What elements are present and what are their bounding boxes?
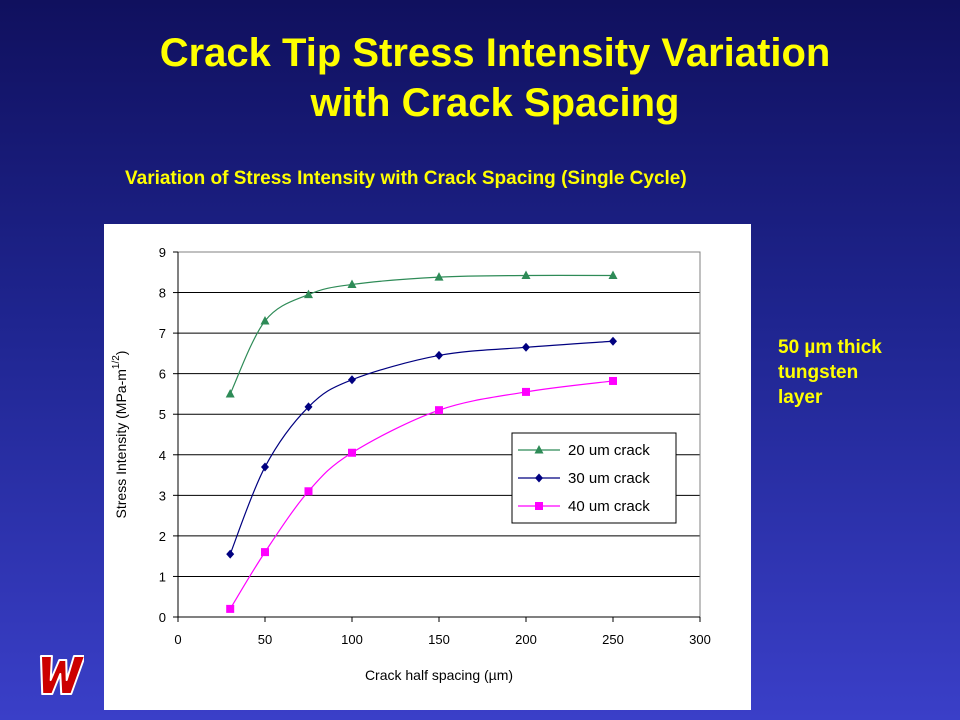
side-note-line-2: tungsten (778, 362, 859, 383)
series-1-point-75 (304, 289, 313, 299)
series-1-point-150 (434, 272, 444, 281)
series-2-point-75 (304, 402, 313, 412)
y-tick-label-8: 8 (159, 286, 166, 301)
series-2-point-100 (348, 375, 356, 385)
x-tick-label-50: 50 (258, 632, 272, 647)
y-axis-label-main: Stress Intensity (MPa-m (113, 369, 129, 518)
series-3-point-30 (226, 604, 235, 613)
x-tick-label-300: 300 (689, 632, 711, 647)
y-tick-label-6: 6 (159, 367, 166, 382)
legend: 20 um crack 30 um crack 40 um crack (511, 432, 677, 524)
legend-marker-3 (535, 502, 543, 510)
series-3-point-250 (609, 376, 617, 385)
tick-labels: 0 1 2 3 4 5 6 7 8 9 0 50 100 150 200 250 300 (159, 245, 711, 647)
series-1-point-100 (347, 279, 357, 288)
series-1-point-50 (260, 315, 270, 325)
side-note-line-3: layer (778, 387, 823, 408)
y-tick-label-5: 5 (159, 407, 166, 422)
series-2-point-250 (609, 336, 617, 346)
chart-panel: 0 1 2 3 4 5 6 7 8 9 0 50 100 150 200 250 300 Crack half … (104, 224, 751, 710)
side-note: 50 µm thick tungsten layer (778, 335, 882, 410)
x-tick-label-150: 150 (428, 632, 450, 647)
y-tick-label-9: 9 (159, 245, 166, 260)
grid-layer (178, 251, 700, 577)
series-2-point-30 (226, 549, 235, 559)
series-3 (226, 376, 617, 613)
y-tick-label-1: 1 (159, 569, 166, 584)
series-layer (225, 270, 618, 613)
series-3-point-100 (348, 448, 356, 457)
slide-title-line-2: with Crack Spacing (310, 81, 680, 125)
series-1-point-250 (608, 270, 618, 280)
series-1-point-200 (521, 270, 531, 280)
y-tick-label-0: 0 (159, 610, 166, 625)
series-3-point-150 (435, 406, 443, 415)
legend-label-3: 40 um crack (568, 498, 650, 515)
chart-heading: Variation of Stress Intensity with Crack… (125, 168, 687, 189)
x-tick-label-100: 100 (341, 632, 363, 647)
legend-label-2: 30 um crack (568, 470, 650, 487)
series-3-point-200 (522, 387, 530, 396)
slide-title-line-1: Crack Tip Stress Intensity Variation (159, 31, 831, 75)
x-tick-label-0: 0 (174, 632, 181, 647)
series-1-point-30 (225, 388, 235, 398)
y-tick-label-7: 7 (159, 326, 166, 341)
series-2-point-150 (435, 350, 443, 360)
x-axis-label: Crack half spacing (µm) (365, 667, 513, 683)
y-axis-label-end: ) (113, 351, 129, 356)
slide-title: Crack Tip Stress Intensity Variation wit… (0, 28, 960, 128)
svg-text:Stress Intensity (MPa-m1/2): Stress Intensity (MPa-m1/2) (111, 351, 129, 519)
series-1 (225, 270, 618, 398)
legend-marker-2 (535, 473, 543, 483)
series-2-point-50 (261, 462, 269, 472)
stress-intensity-chart: 0 1 2 3 4 5 6 7 8 9 0 50 100 150 200 250 300 Crack half … (111, 245, 711, 683)
series-2-point-200 (522, 342, 530, 352)
legend-marker-1 (534, 445, 544, 454)
y-tick-label-2: 2 (159, 529, 166, 544)
x-tick-label-250: 250 (602, 632, 624, 647)
legend-label-1: 20 um crack (568, 442, 650, 459)
university-logo (39, 655, 84, 695)
series-3-point-75 (304, 487, 313, 496)
y-axis-label-sup: 1/2 (111, 355, 122, 369)
x-tick-label-200: 200 (515, 632, 537, 647)
y-tick-label-4: 4 (159, 448, 166, 463)
side-note-line-1: 50 µm thick (778, 337, 882, 358)
y-axis-label: Stress Intensity (MPa-m1/2) (111, 351, 129, 519)
series-3-point-50 (261, 548, 269, 557)
series-2 (226, 336, 617, 559)
series-1-line (229, 274, 614, 395)
y-tick-label-3: 3 (159, 488, 166, 503)
legend-items: 20 um crack 30 um crack 40 um crack (518, 442, 650, 515)
